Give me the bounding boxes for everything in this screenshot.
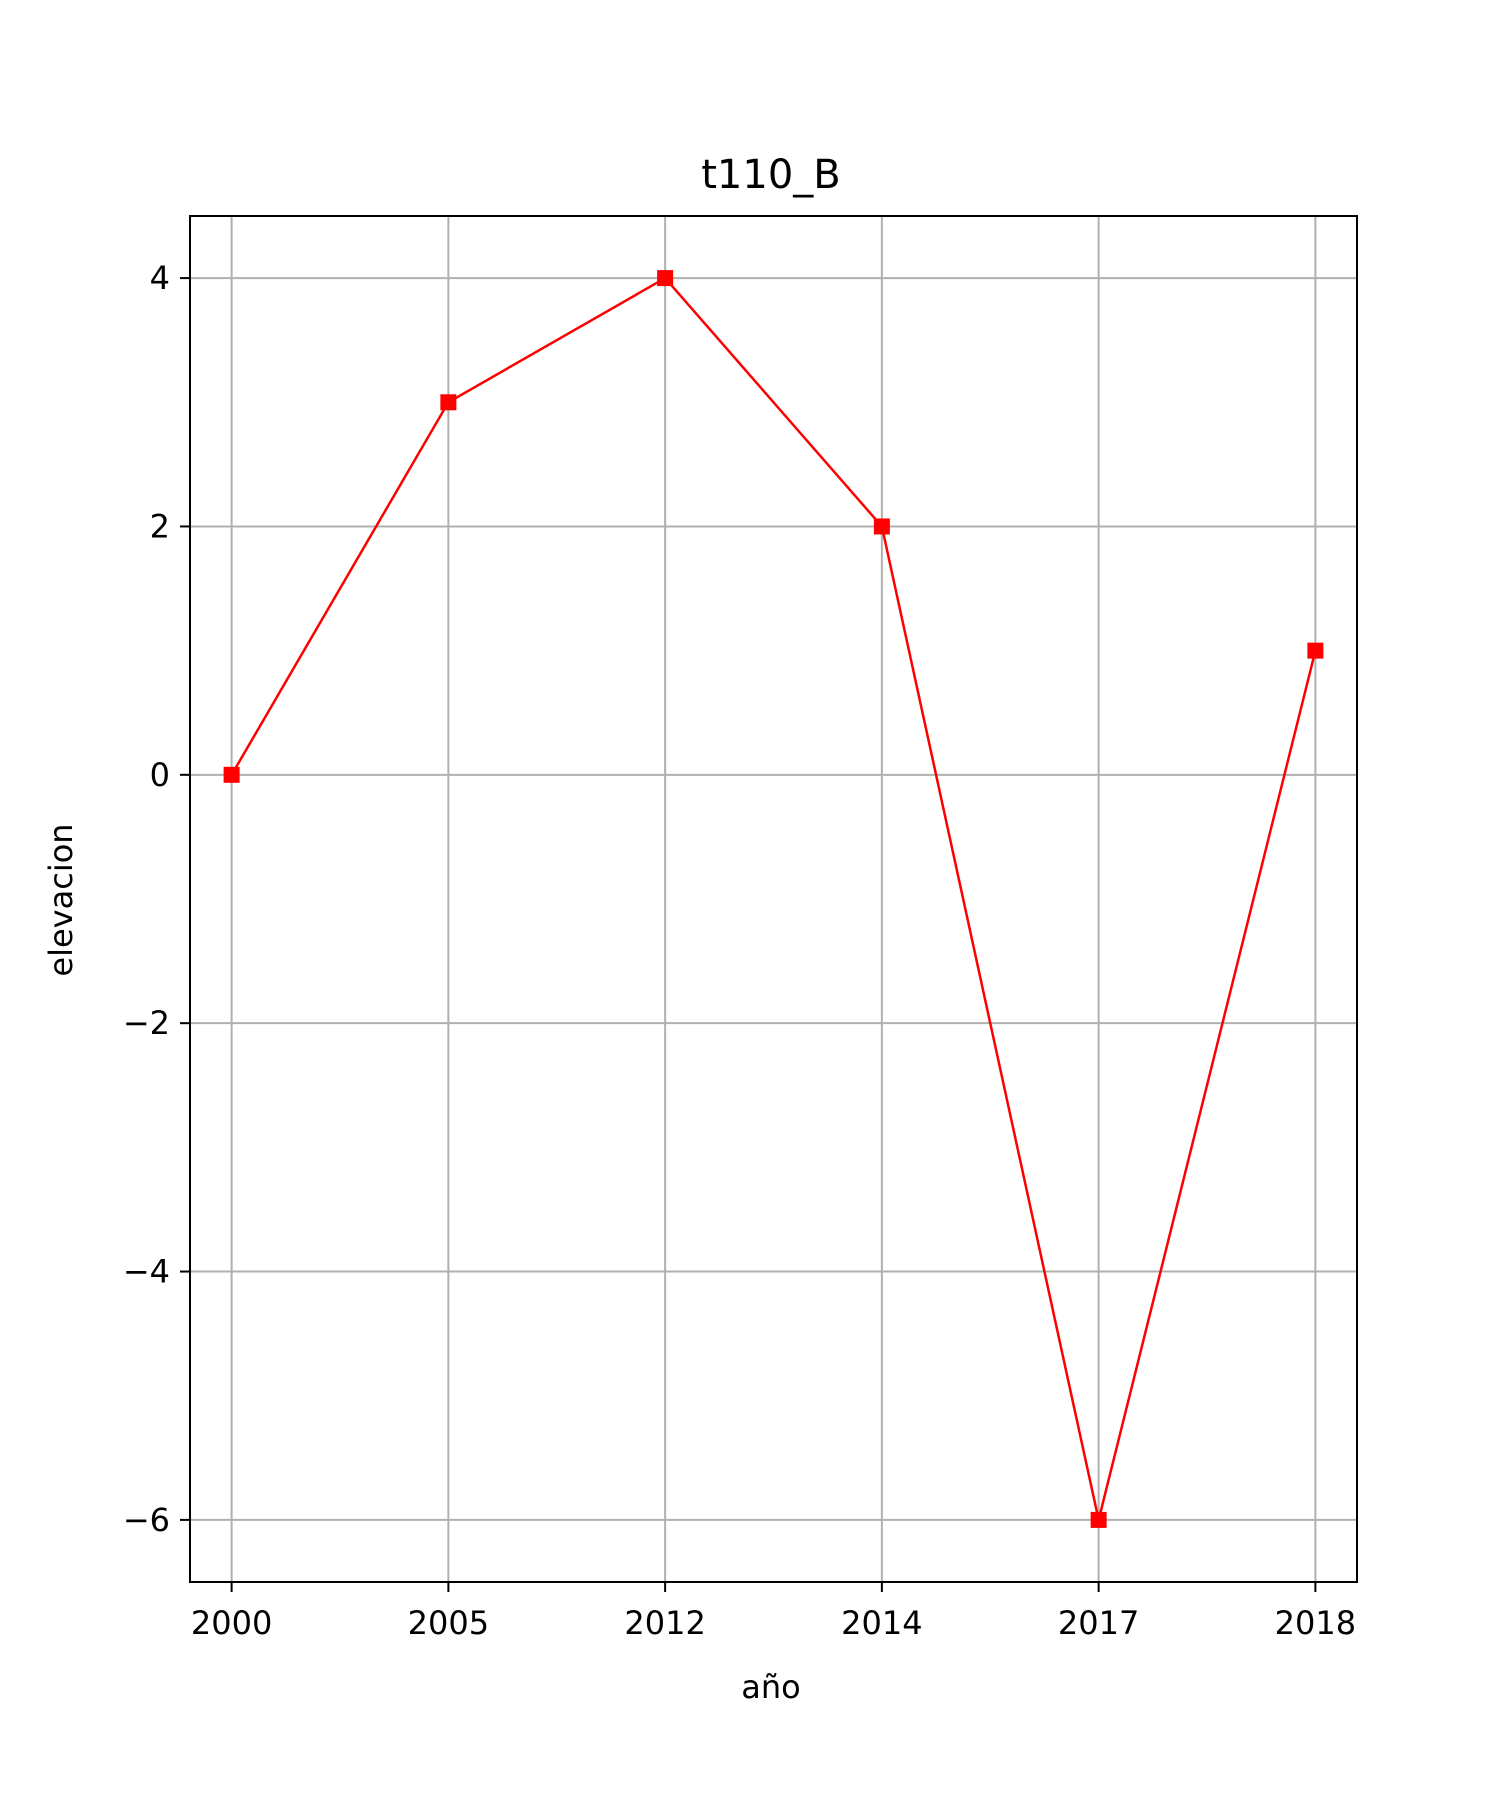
y-tick-label: −2: [123, 1004, 170, 1042]
chart-title: t110_B: [701, 152, 840, 198]
x-axis-label: año: [741, 1668, 800, 1706]
x-tick-label: 2005: [408, 1604, 489, 1642]
data-point-marker: [873, 518, 890, 535]
y-axis-label: elevacion: [42, 823, 80, 976]
x-tick-label: 2000: [191, 1604, 272, 1642]
y-tick-label: 0: [150, 756, 170, 794]
data-point-marker: [440, 394, 457, 411]
gridlines: [190, 216, 1357, 1582]
x-tick-label: 2018: [1275, 1604, 1356, 1642]
plot-frame: [189, 215, 1358, 1583]
series-layer: [223, 270, 1324, 1528]
y-tick-label: −4: [123, 1253, 170, 1291]
data-point-marker: [1307, 642, 1324, 659]
data-point-marker: [657, 270, 674, 287]
x-tick-label: 2014: [841, 1604, 922, 1642]
data-point-marker: [223, 766, 240, 783]
y-tick-label: −6: [123, 1501, 170, 1539]
data-point-marker: [1090, 1511, 1107, 1528]
series-line: [230, 276, 1317, 1521]
tick-layer: 2000 2005 2012 2014 2017 2018 4 2 0 −2 −4 −6: [123, 259, 1356, 1642]
y-tick-label: 4: [150, 259, 170, 297]
y-tick-label: 2: [150, 507, 170, 545]
x-tick-label: 2012: [624, 1604, 705, 1642]
x-tick-label: 2017: [1058, 1604, 1139, 1642]
